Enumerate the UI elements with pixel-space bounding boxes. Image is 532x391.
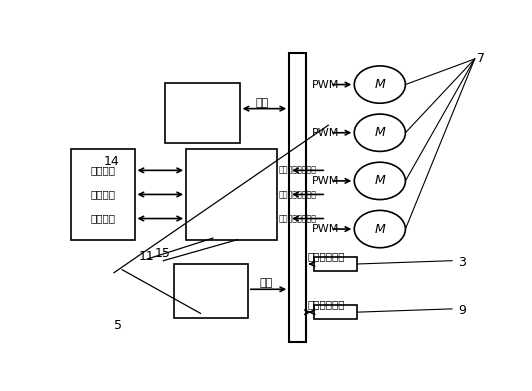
Bar [165,83,239,143]
Text: PWM: PWM [312,176,339,186]
Bar [314,257,357,271]
Text: PWM: PWM [312,224,339,234]
Text: 电压采集数据收发: 电压采集数据收发 [279,190,317,199]
Text: 控制命令: 控制命令 [90,165,115,175]
Text: M: M [375,78,385,91]
Text: 摄像雷达数据: 摄像雷达数据 [307,300,345,309]
Text: 电源: 电源 [260,278,273,288]
Text: 11: 11 [139,250,154,263]
Bar [71,149,135,240]
Bar [173,264,248,318]
Text: 控制命令数据收发: 控制命令数据收发 [279,166,317,175]
Text: 数据: 数据 [256,98,269,108]
Circle shape [354,210,405,248]
Text: 电压信号: 电压信号 [90,190,115,199]
Text: M: M [375,174,385,187]
Circle shape [354,66,405,103]
Text: M: M [375,126,385,139]
Text: 15: 15 [155,247,171,260]
Text: 9: 9 [458,304,466,317]
Circle shape [354,162,405,199]
Text: 3: 3 [458,256,466,269]
Text: PWM: PWM [312,128,339,138]
Circle shape [354,114,405,151]
Bar [186,149,277,240]
Text: 5: 5 [114,319,122,332]
Text: M: M [375,222,385,235]
Text: 视频数据: 视频数据 [90,213,115,224]
Text: 7: 7 [477,52,485,65]
Text: 14: 14 [104,155,119,168]
Text: PWM: PWM [312,79,339,90]
Text: 电压采集数据: 电压采集数据 [307,251,345,261]
Bar [314,305,357,319]
Bar [289,53,306,342]
Text: 视频图像数据收发: 视频图像数据收发 [279,214,317,223]
